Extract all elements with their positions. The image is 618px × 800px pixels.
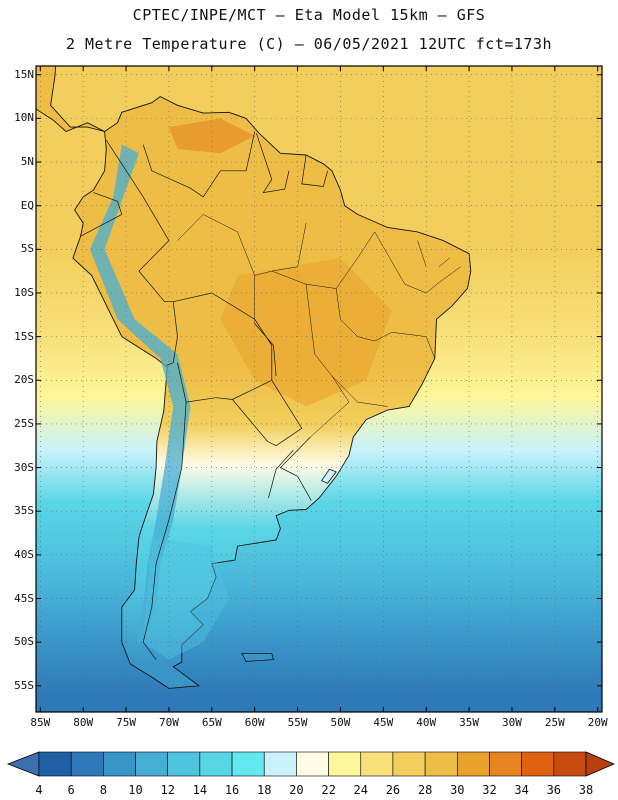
colorbar-swatch [489, 751, 522, 777]
lon-label: 85W [30, 716, 51, 729]
lon-label: 80W [73, 716, 94, 729]
country-border [301, 154, 328, 187]
colorbar-under-arrow [6, 751, 40, 777]
country-border [142, 131, 256, 198]
state-border [254, 270, 375, 342]
country-border [256, 133, 290, 194]
colorbar-label: 10 [128, 783, 143, 797]
colorbar-over-arrow [585, 751, 616, 777]
colorbar-swatch [360, 751, 394, 777]
falkland-islands [241, 653, 275, 662]
lat-label: 10S [14, 285, 34, 299]
lon-label: 65W [201, 716, 222, 729]
lon-label: 50W [330, 716, 351, 729]
map-frame [35, 65, 603, 713]
colorbar-label: 16 [224, 783, 240, 797]
colorbar-label: 36 [546, 783, 562, 797]
lat-label: 30S [14, 460, 34, 474]
colorbar-swatch [263, 751, 297, 777]
colorbar-swatch [424, 751, 458, 777]
colorbar-label: 28 [417, 783, 433, 797]
lon-label: 40W [416, 716, 437, 729]
lagoa-dos-patos [320, 468, 337, 484]
lat-label: 55S [14, 678, 34, 692]
colorbar-label: 20 [289, 783, 304, 797]
country-border [254, 323, 277, 376]
lat-label: 5S [20, 242, 34, 256]
colorbar-label: 30 [450, 783, 465, 797]
lat-label: 50S [14, 635, 34, 649]
lon-label: 60W [244, 716, 265, 729]
lat-label: EQ [20, 198, 34, 212]
state-border [335, 231, 375, 289]
lon-label: 55W [287, 716, 308, 729]
state-border [417, 240, 427, 267]
lon-label: 20W [587, 716, 608, 729]
country-border [268, 449, 294, 499]
colorbar-swatch [553, 751, 587, 777]
colorbar-label: 26 [385, 783, 401, 797]
colorbar-label: 32 [482, 783, 497, 797]
colorbar-swatch [521, 751, 555, 777]
colorbar-label: 14 [192, 783, 208, 797]
colorbar-swatch [199, 751, 233, 777]
lat-label: 15N [14, 67, 34, 81]
interior-warm-zone [220, 258, 392, 407]
lon-label: 75W [116, 716, 136, 729]
lon-label: 30W [502, 716, 522, 729]
northern-warm-zone [168, 118, 255, 154]
state-border [310, 375, 350, 438]
colorbar-swatch [167, 751, 201, 777]
lat-label: 25S [14, 416, 34, 430]
colorbar-swatch [38, 751, 72, 777]
lon-label: 45W [373, 716, 394, 729]
state-border [438, 257, 450, 267]
lon-label: 70W [158, 716, 179, 729]
colorbar-swatch [456, 751, 490, 777]
colorbar-swatch [392, 751, 426, 777]
country-border [279, 436, 312, 501]
colorbar-label: 12 [160, 783, 175, 797]
lat-label: 20S [14, 373, 34, 387]
lon-label: 25W [544, 716, 565, 729]
colorbar-label: 8 [99, 783, 107, 797]
colorbar-swatch [103, 751, 136, 777]
colorbar-swatch [296, 751, 329, 777]
andes-cold-strip [90, 144, 191, 643]
colorbar-label: 18 [257, 783, 272, 797]
lat-label: 10N [14, 111, 34, 125]
colorbar-label: 6 [67, 783, 75, 797]
central-america-landmass [36, 66, 105, 133]
state-border [177, 214, 255, 276]
colorbar-label: 34 [514, 783, 529, 797]
country-border [80, 192, 123, 237]
colorbar-label: 38 [578, 783, 594, 797]
country-border [232, 380, 303, 447]
chart-title-line-1: CPTEC/INPE/MCT – Eta Model 15km – GFS [132, 6, 486, 24]
lat-label: 15S [14, 329, 34, 343]
colorbar-label: 22 [321, 783, 336, 797]
lat-label: 45S [14, 591, 34, 605]
colorbar-swatch [70, 751, 104, 777]
lat-label: 35S [14, 504, 34, 518]
colorbar-swatch [231, 751, 265, 777]
colorbar-label: 4 [35, 783, 43, 797]
colorbar-swatch [328, 751, 362, 777]
colorbar-label: 24 [353, 783, 368, 797]
chart-title-line-2: 2 Metre Temperature (C) – 06/05/2021 12U… [65, 35, 553, 53]
country-border [106, 140, 273, 403]
lat-label: 5N [20, 155, 34, 169]
lat-label: 40S [14, 547, 34, 561]
colorbar-swatch [135, 751, 169, 777]
country-border [166, 301, 178, 366]
lon-label: 35W [459, 716, 479, 729]
